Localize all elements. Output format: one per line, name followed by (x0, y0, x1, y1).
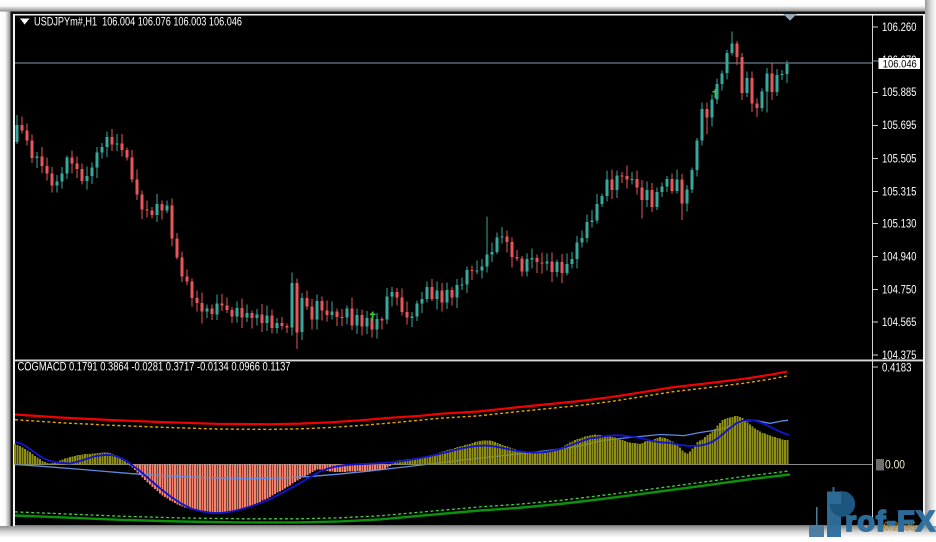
svg-text:106.046: 106.046 (883, 58, 917, 70)
svg-text:104.375: 104.375 (882, 350, 917, 362)
svg-text:rof-FX: rof-FX (845, 506, 936, 537)
svg-text:105.695: 105.695 (882, 120, 917, 132)
svg-text:0.4183: 0.4183 (882, 362, 912, 374)
svg-text:105.130: 105.130 (882, 219, 917, 231)
svg-text:-0.2135: -0.2135 (880, 522, 916, 534)
svg-text:104.940: 104.940 (882, 252, 917, 264)
svg-text:105.315: 105.315 (882, 186, 917, 198)
svg-text:USDJPYm#,H1 106.004 106.076 1: USDJPYm#,H1 106.004 106.076 106.003 106.… (34, 16, 242, 28)
svg-text:105.505: 105.505 (882, 153, 917, 165)
svg-text:COGMACD 0.1791 0.3864 -0.0281: COGMACD 0.1791 0.3864 -0.0281 0.3717 -0.… (18, 361, 291, 373)
svg-text:105.885: 105.885 (882, 87, 917, 99)
svg-text:0.00: 0.00 (885, 460, 905, 472)
svg-text:104.565: 104.565 (882, 317, 917, 329)
svg-text:106.260: 106.260 (882, 22, 917, 34)
svg-text:104.750: 104.750 (882, 285, 917, 297)
